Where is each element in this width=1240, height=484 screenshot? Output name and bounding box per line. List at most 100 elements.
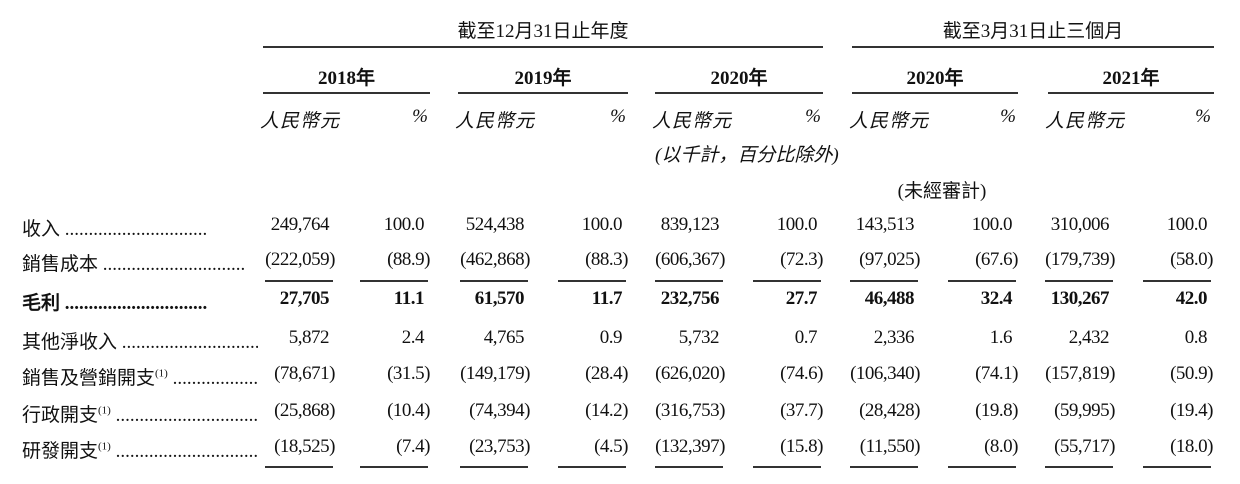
table-cell: 100.0 [971,214,1013,235]
divider [1048,92,1214,94]
table-cell: 839,123 [660,214,720,235]
subtotal-underline [265,280,333,282]
group-header-annual: 截至12月31日止年度 [457,21,629,42]
table-cell: 5,732 [678,327,720,348]
table-cell: (88.9) [387,249,430,270]
table-cell: 524,438 [465,214,525,235]
table-cell: (31.5) [387,363,430,384]
table-cell: (28.4) [585,363,628,384]
table-cell: 11.7 [591,288,623,309]
divider [852,46,1214,48]
footnote-marker: (1) [155,367,168,380]
table-cell: 130,267 [1050,288,1110,309]
table-cell: (4.5) [594,436,628,457]
table-cell: (55,717) [1054,436,1115,457]
table-cell: 100.0 [383,214,425,235]
currency-header: 人民幣元 [849,111,930,132]
subtotal-underline [558,466,626,468]
year-header: 2020年 [906,68,964,89]
table-cell: (606,367) [655,249,725,270]
table-cell: (15.8) [780,436,823,457]
leader-dots: .............................. [117,332,258,353]
subtotal-underline [948,466,1016,468]
table-cell: (50.9) [1170,363,1213,384]
table-cell: 32.4 [980,288,1013,309]
divider [458,92,628,94]
year-header: 2019年 [514,68,572,89]
subtotal-underline [850,466,918,468]
row-label-text: 研發開支 [22,441,99,462]
year-header: 2020年 [710,68,768,89]
leader-dots: .............................. [98,254,246,275]
table-cell: 4,765 [483,327,525,348]
subtotal-underline [360,280,428,282]
table-cell: (23,753) [469,436,530,457]
table-cell: 310,006 [1050,214,1110,235]
subtotal-underline [753,280,821,282]
subtotal-underline [360,466,428,468]
table-cell: 232,756 [660,288,720,309]
table-cell: 0.8 [1184,327,1208,348]
table-cell: 0.7 [794,327,818,348]
row-label-text: 銷售成本 [22,254,99,275]
table-cell: (28,428) [859,400,920,421]
table-cell: 27,705 [279,288,330,309]
table-cell: (462,868) [460,249,530,270]
table-cell: 100.0 [776,214,818,235]
subtotal-underline [460,280,528,282]
table-cell: (18.0) [1170,436,1213,457]
unaudited-note: (未經審計) [897,181,987,202]
table-cell: (37.7) [780,400,823,421]
percent-header: % [1000,106,1016,127]
table-cell: 0.9 [599,327,623,348]
subtotal-underline [948,280,1016,282]
table-cell: (11,550) [859,436,921,457]
table-cell: (74.1) [975,363,1018,384]
table-cell: (72.3) [780,249,823,270]
table-cell: (149,179) [460,363,530,384]
currency-header: 人民幣元 [652,111,733,132]
row-label-text: 其他淨收入 [22,332,118,353]
row-label: 行政開支(1) .............................. [22,400,258,427]
leader-dots: .............................. [60,219,208,240]
subtotal-underline [265,466,333,468]
table-cell: (316,753) [655,400,725,421]
row-label: 其他淨收入 .............................. [22,327,258,354]
table-cell: 2,432 [1068,327,1110,348]
divider [655,92,823,94]
table-cell: (7.4) [396,436,430,457]
subtotal-underline [655,466,723,468]
percent-header: % [805,106,821,127]
footnote-marker: (1) [98,440,111,453]
table-cell: (222,059) [265,249,335,270]
percent-header: % [412,106,428,127]
subtotal-underline [558,280,626,282]
table-cell: (58.0) [1170,249,1213,270]
table-cell: 5,872 [288,327,330,348]
table-cell: (132,397) [655,436,725,457]
table-cell: 27.7 [785,288,818,309]
table-cell: (157,819) [1045,363,1115,384]
table-cell: (626,020) [655,363,725,384]
footnote-marker: (1) [98,404,111,417]
subtotal-underline [1045,280,1113,282]
table-cell: (78,671) [274,363,335,384]
subtotal-underline [655,280,723,282]
row-label-text: 毛利 [22,293,61,314]
table-cell: (97,025) [859,249,920,270]
leader-dots: .............................. [60,293,208,314]
currency-header: 人民幣元 [455,111,536,132]
table-cell: (74,394) [469,400,530,421]
table-cell: (88.3) [585,249,628,270]
leader-dots: .............................. [110,441,258,462]
leader-dots: .............................. [172,368,258,389]
table-cell: (25,868) [274,400,335,421]
row-label-text: 銷售及營銷開支 [22,368,156,389]
table-cell: (14.2) [585,400,628,421]
table-cell: (8.0) [984,436,1018,457]
table-cell: 100.0 [1166,214,1208,235]
divider [852,92,1018,94]
subtotal-underline [850,280,918,282]
table-cell: 249,764 [270,214,330,235]
